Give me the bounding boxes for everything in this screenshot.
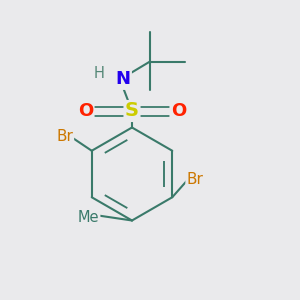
- Text: N: N: [116, 70, 130, 88]
- Text: Me: Me: [78, 210, 99, 225]
- Text: O: O: [171, 102, 186, 120]
- Text: Br: Br: [56, 129, 73, 144]
- Text: H: H: [94, 66, 104, 81]
- Text: O: O: [78, 102, 93, 120]
- Text: S: S: [125, 101, 139, 121]
- Text: Br: Br: [187, 172, 203, 188]
